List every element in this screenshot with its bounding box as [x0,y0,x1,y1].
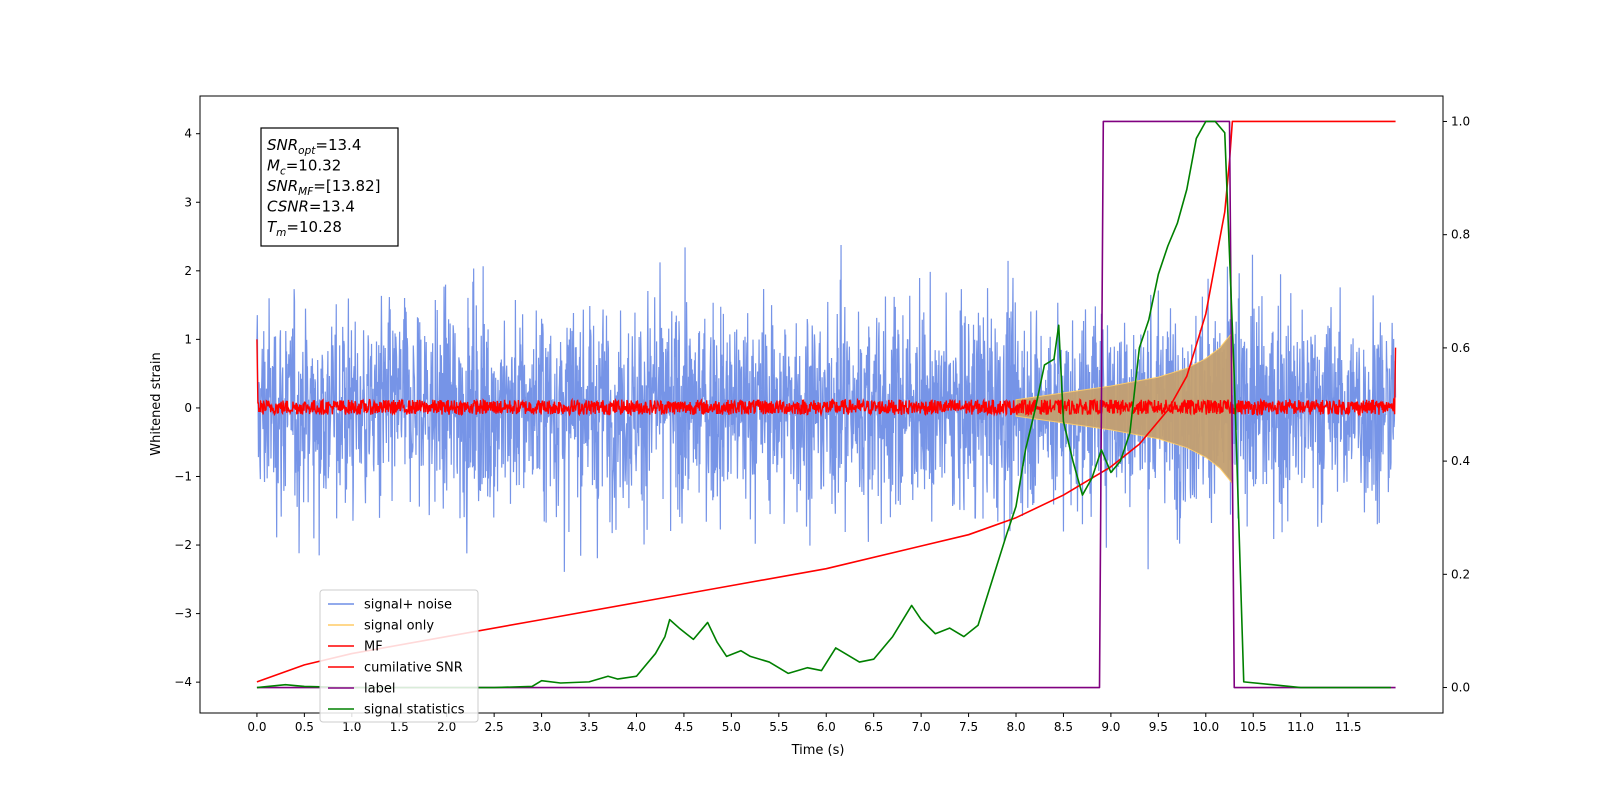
series-signal-statistics [256,120,1391,689]
x-tick-label: 7.5 [959,720,978,734]
y-tick-label: −4 [174,675,192,689]
annotation-frame [260,127,399,247]
x-tick-label: 1.5 [390,720,409,734]
annotation-symbol: T [267,218,278,236]
annotation-subscript: opt [298,145,316,157]
x-tick-label: 3.5 [579,720,598,734]
legend-frame [319,589,479,723]
legend-label: cumilative SNR [364,661,463,676]
x-tick-label: 11.5 [1335,720,1362,734]
x-tick-label: 2.0 [437,720,456,734]
annotation-value: =10.28 [286,218,342,236]
x-tick-label: 5.5 [769,720,788,734]
y-tick-label: 4 [184,127,192,141]
x-tick-label: 11.0 [1287,720,1314,734]
annotation-line: Tm=10.28 [267,218,342,239]
y-tick-label: 0 [184,401,192,415]
annotation-symbol: CSNR [267,198,309,216]
series-cumilative-snr [256,120,1396,683]
annotation-symbol: SNR [267,136,298,154]
legend: signal+ noise signal only MF cumilative SNR… [319,589,479,723]
x-tick-label: 3.0 [532,720,551,734]
y2-tick-label: 1.0 [1451,114,1470,128]
y-tick-label: 3 [184,195,192,209]
legend-label: label [364,682,395,697]
plot-frame [199,95,1444,714]
annotation-subscript: m [276,227,286,239]
y-tick-label: −3 [174,607,192,621]
y2-tick-label: 0.4 [1451,454,1470,468]
legend-label: signal statistics [364,703,465,718]
x-tick-label: 8.0 [1006,720,1025,734]
legend-label: MF [364,640,383,655]
x-axis-label: Time (s) [791,743,845,758]
legend-label: signal only [364,619,434,634]
x-tick-label: 4.0 [627,720,646,734]
x-tick-label: 10.0 [1192,720,1219,734]
series-mf [256,339,1397,417]
annotation-value: =[13.82] [313,177,380,195]
series-label [256,120,1396,689]
y2-tick-label: 0.8 [1451,228,1470,242]
x-axis: 0.0 0.5 1.0 1.5 2.0 2.5 3.0 3.5 4.0 4.5 5.0 5.5 6.0 6… [247,713,1361,734]
series-layer [256,120,1397,689]
y-tick-label: −1 [174,469,192,483]
legend-label: signal+ noise [364,598,452,613]
annotation-subscript: MF [298,186,314,198]
x-tick-label: 0.5 [295,720,314,734]
x-tick-label: 5.0 [722,720,741,734]
x-tick-label: 7.0 [912,720,931,734]
annotation-subscript: c [280,166,286,178]
annotation-value: =13.4 [315,136,361,154]
y-tick-label: 2 [184,264,192,278]
x-tick-label: 6.0 [817,720,836,734]
x-tick-label: 9.5 [1149,720,1168,734]
annotation-line: SNRopt=13.4 [267,136,361,157]
y-tick-label: −2 [174,538,192,552]
y2-tick-label: 0.6 [1451,341,1470,355]
annotation-line: SNRMF=[13.82] [267,177,381,198]
x-tick-label: 10.5 [1240,720,1267,734]
x-tick-label: 9.0 [1101,720,1120,734]
x-tick-label: 8.5 [1054,720,1073,734]
annotation-symbol: SNR [267,177,298,195]
annotation-line: Mc=10.32 [267,157,341,178]
annotation-line: CSNR=13.4 [267,198,355,216]
x-tick-label: 1.0 [342,720,361,734]
y-axis-right: 0.0 0.2 0.4 0.6 0.8 1.0 [1443,114,1470,695]
annotation-value: =13.4 [309,198,355,216]
x-tick-label: 2.5 [485,720,504,734]
annotation-box: SNRopt=13.4Mc=10.32SNRMF=[13.82]CSNR=13.… [260,127,399,247]
x-tick-label: 6.5 [864,720,883,734]
y-axis-label: Whitened strain [149,352,164,455]
y-tick-label: 1 [184,332,192,346]
x-tick-label: 0.0 [247,720,266,734]
x-tick-label: 4.5 [674,720,693,734]
annotation-value: =10.32 [286,157,342,175]
annotation-symbol: M [267,157,280,175]
y2-tick-label: 0.2 [1451,567,1470,581]
y2-tick-label: 0.0 [1451,681,1470,695]
y-axis-left: −4 −3 −2 −1 0 1 2 3 4 [174,127,200,689]
